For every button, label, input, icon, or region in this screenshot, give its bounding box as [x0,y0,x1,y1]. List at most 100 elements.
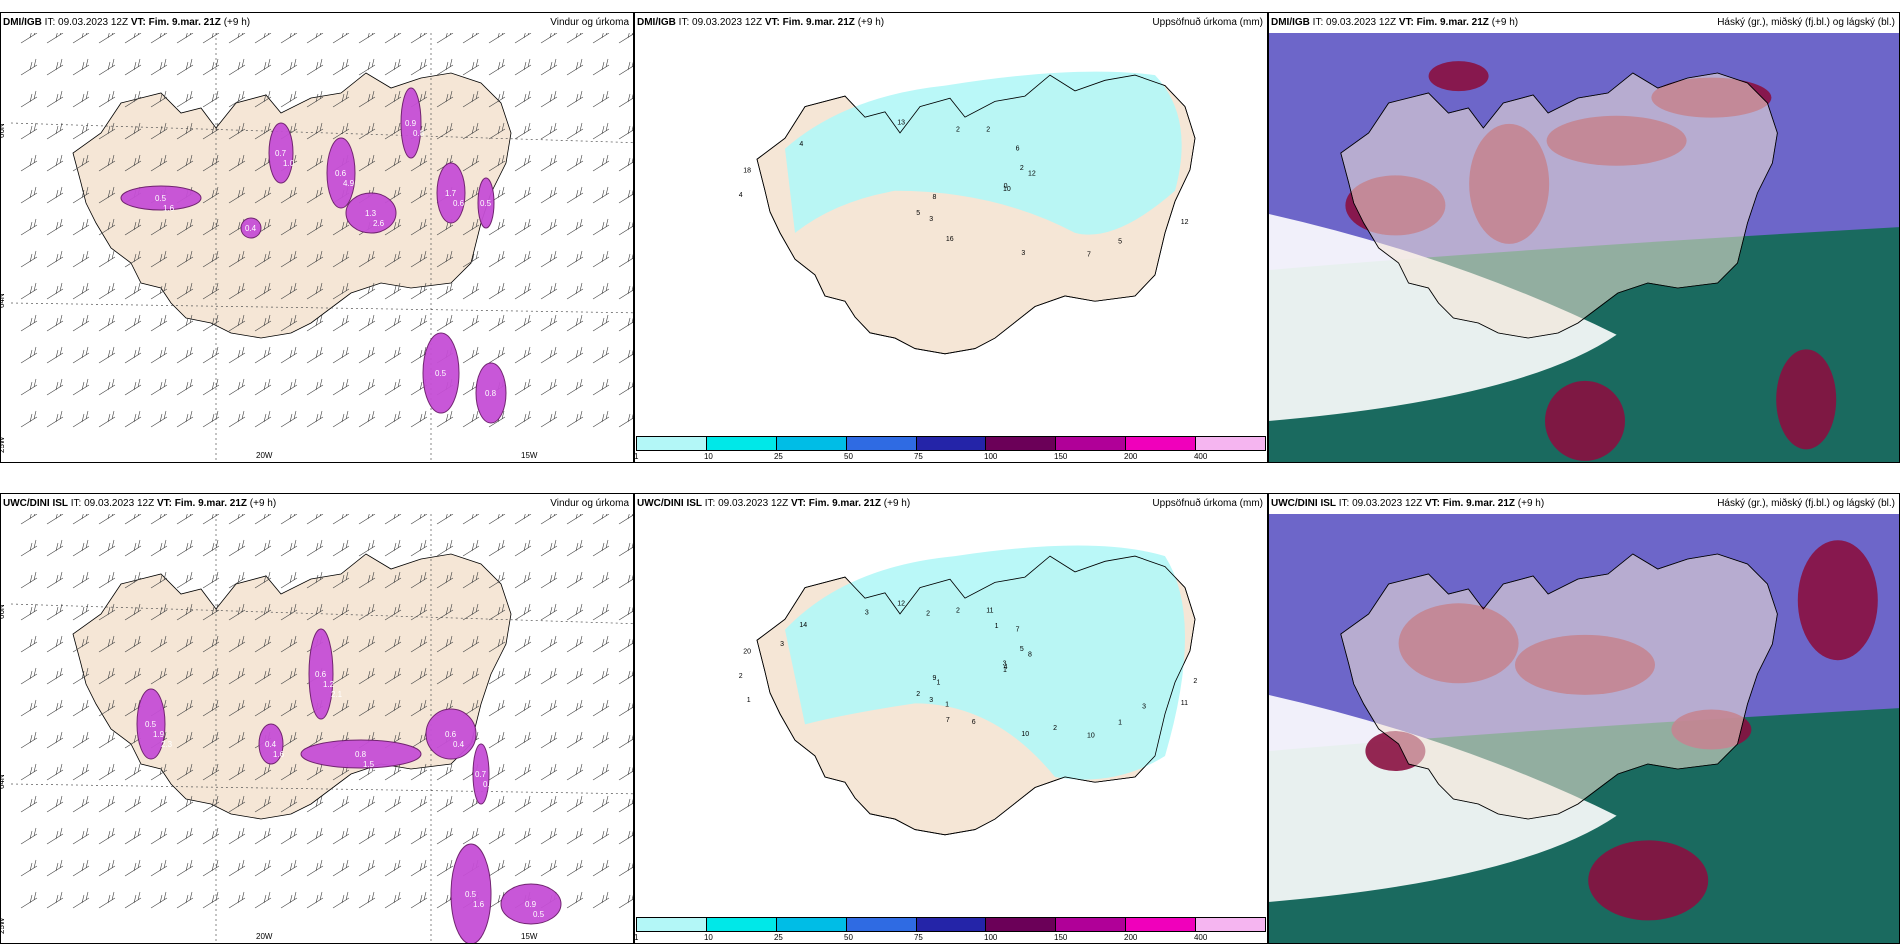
wind-barb [202,154,220,172]
map-area: 1 2 11 10 20 8 7 12 11 9 7 10 14 4 3 2 1 2 5 6 3 2 1 1 2 3 3 1 2 3 1 [635,514,1267,917]
model-name: DMI/IGB [1271,17,1310,28]
precip-value-label: 3 [780,640,784,648]
wind-barb [150,378,168,396]
wind-barb [540,667,558,685]
precip-value-label: 0 [1004,182,1008,190]
precip-value-label: 1 [747,696,751,704]
precip-value-label: 3 [929,215,933,223]
vt-label: VT: [130,17,146,28]
precip-value-label: 4 [799,140,803,148]
precip-blob [436,162,466,224]
coastline [1340,72,1778,339]
precip-rate-label: 0.5 [145,720,157,729]
precip-value-label: 20 [743,648,751,656]
wind-barb [46,378,64,396]
wind-barb [540,122,558,140]
wind-barb [566,635,584,653]
wind-barb [202,571,220,589]
wind-barb [410,314,428,332]
mid-cloud-blob [1428,61,1489,92]
wind-barb [124,859,142,877]
wind-barb [228,58,246,76]
wind-barb [72,763,90,781]
wind-barb [46,795,64,813]
it-label: IT: [1338,498,1350,509]
wind-barb [46,699,64,717]
wind-barb [306,763,324,781]
precip-value-label: 1 [1118,718,1122,726]
wind-barb [332,603,350,621]
map-area [1269,33,1899,462]
wind-barb [332,699,350,717]
wind-barb [514,763,532,781]
wind-barb [410,891,428,909]
grid-coordinate-label: 20W [256,451,273,460]
precip-blob [450,843,492,943]
wind-barb [462,635,480,653]
wind-barb [228,514,246,525]
colorbar-swatch [706,918,777,931]
wind-barb [46,891,64,909]
wind-barb [72,571,90,589]
precip-value-label: 3 [1021,249,1025,257]
wind-barb [514,571,532,589]
colorbar-swatch [986,437,1057,450]
wind-barb [150,33,168,44]
wind-barb [540,827,558,845]
wind-barb [514,731,532,749]
wind-barb [202,378,220,396]
wind-barb [540,571,558,589]
wind-barb [488,58,506,76]
map-panel-3: DMI/IGB IT: 09.03.2023 12Z VT: Fim. 9.ma… [1268,12,1900,463]
wind-barb [436,314,454,332]
colorbar-tick-label: 50 [844,933,853,942]
wind-barb [358,282,376,300]
wind-barb [72,314,90,332]
wind-barb [332,635,350,653]
wind-barb [176,763,194,781]
wind-barb [228,891,246,909]
wind-barb [436,58,454,76]
wind-barb [176,282,194,300]
wind-barb [20,667,38,685]
wind-barb [228,731,246,749]
wind-barb [254,827,272,845]
wind-barb [410,539,428,557]
wind-barb [150,763,168,781]
panel-header: DMI/IGB IT: 09.03.2023 12Z VT: Fim. 9.ma… [635,13,1267,33]
wind-barb [410,603,428,621]
panel-run-info: DMI/IGB IT: 09.03.2023 12Z VT: Fim. 9.ma… [1271,13,1518,33]
wind-barb [306,891,324,909]
wind-barb [540,58,558,76]
valid-time: Fim. 9.mar. 21Z [782,17,855,28]
wind-barb [98,218,116,236]
wind-barb [436,33,454,44]
wind-barb [124,410,142,428]
wind-barb [514,539,532,557]
wind-barb [72,58,90,76]
wind-barb [176,699,194,717]
wind-barb [514,667,532,685]
precip-blob [326,137,356,209]
wind-barb [332,667,350,685]
wind-barb [514,58,532,76]
wind-barb [150,58,168,76]
wind-barb [306,410,324,428]
wind-barb [436,122,454,140]
wind-barb [150,410,168,428]
precip-blob [345,192,397,234]
panel-title: Háský (gr.), miðský (fj.bl.) og lágský (… [1717,498,1895,509]
colorbar-swatch [776,918,847,931]
wind-barb [436,250,454,268]
colorbar-tick-label: 1 [634,933,639,942]
colorbar-swatch [916,437,987,450]
wind-barb [618,33,633,44]
wind-barb [618,830,633,845]
wind-barb [488,122,506,140]
precip-value-label: 7 [946,716,950,724]
wind-barb [150,891,168,909]
wind-barb [462,218,480,236]
wind-barb [540,635,558,653]
colorbar-swatch [1196,437,1266,450]
precip-value-label: 2 [956,606,960,614]
